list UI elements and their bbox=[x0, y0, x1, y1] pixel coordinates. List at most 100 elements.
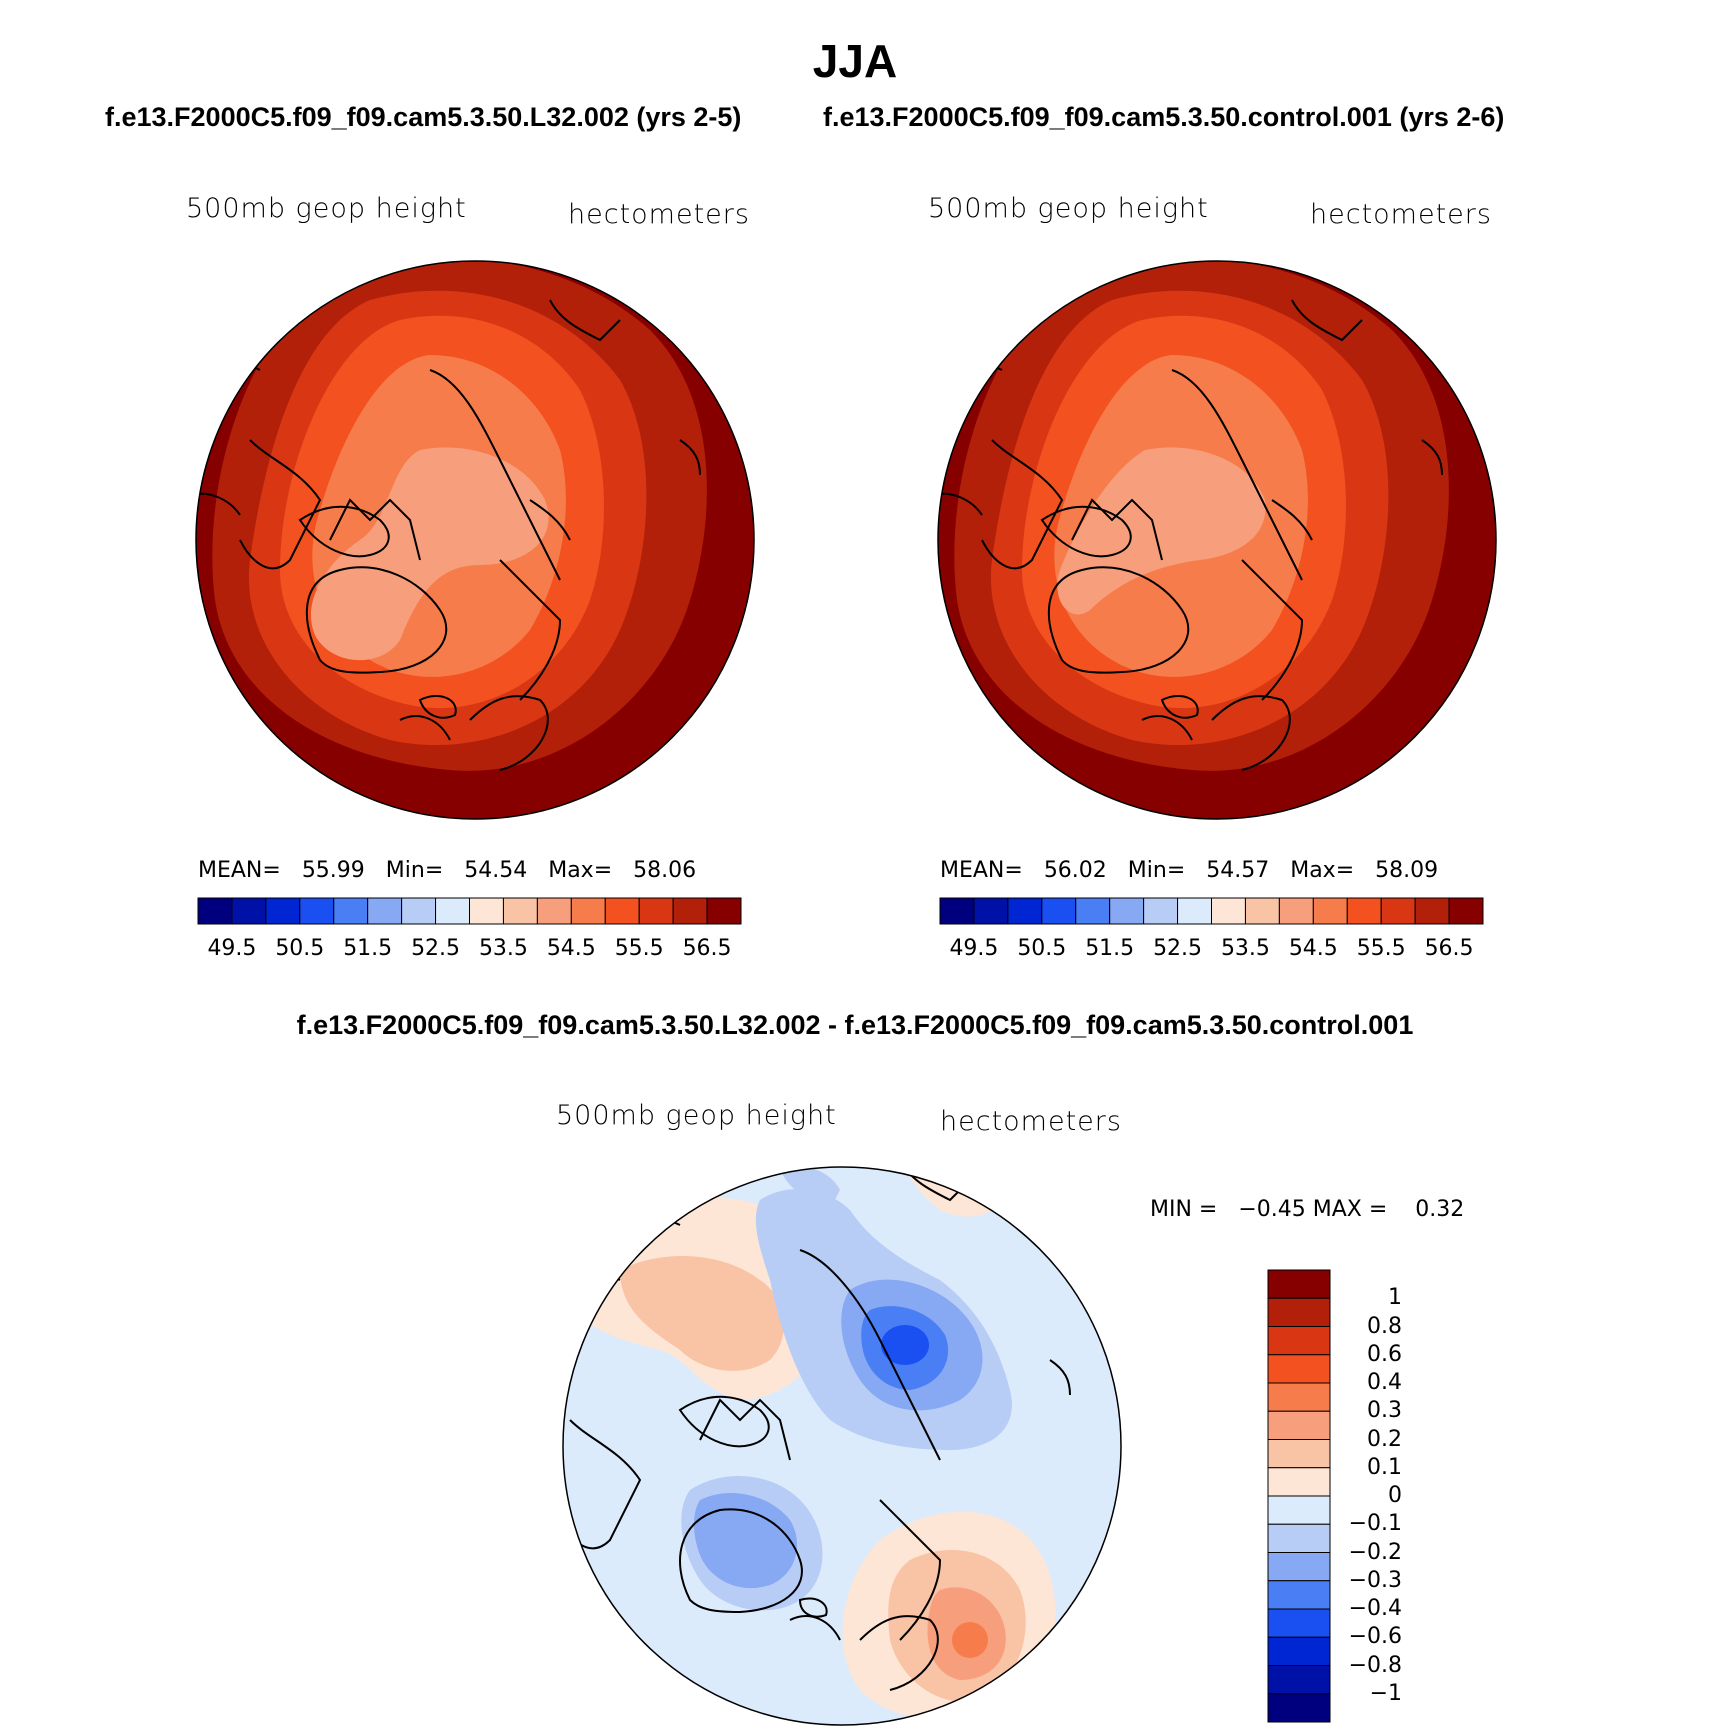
colorbar-box bbox=[1448, 897, 1484, 925]
colorbar-tick-label: 52.5 bbox=[411, 936, 461, 961]
contour-band-0.2-west bbox=[620, 1256, 784, 1371]
difference-variable-label: 500mb geop height bbox=[556, 1100, 837, 1131]
panel1-max-label: Max= bbox=[548, 858, 613, 883]
difference-max-label: MAX = bbox=[1312, 1197, 1388, 1222]
colorbar-box bbox=[299, 897, 335, 925]
colorbar-tick-label: 56.5 bbox=[682, 936, 732, 961]
panel1-map bbox=[196, 261, 754, 819]
difference-max-value: 0.32 bbox=[1415, 1197, 1465, 1222]
colorbar-box bbox=[536, 897, 572, 925]
panel1-map-border bbox=[195, 260, 755, 820]
panel2-stats: MEAN= 56.02 Min= 54.57 Max= 58.09 bbox=[940, 858, 1438, 883]
colorbar-box bbox=[1244, 897, 1280, 925]
colorbar-tick-label: −0.3 bbox=[1348, 1567, 1402, 1593]
colorbar-box bbox=[1312, 897, 1348, 925]
difference-colorbar bbox=[1267, 1269, 1331, 1723]
colorbar-tick-label: −0.8 bbox=[1348, 1652, 1402, 1678]
difference-units-label: hectometers bbox=[940, 1106, 1122, 1137]
colorbar-tick-label: 55.5 bbox=[1356, 936, 1406, 961]
colorbar-tick-label: −1 bbox=[1369, 1680, 1402, 1706]
colorbar-tick-label: 54.5 bbox=[1288, 936, 1338, 961]
colorbar-box bbox=[1267, 1608, 1331, 1638]
colorbar-box bbox=[1414, 897, 1450, 925]
colorbar-tick-label: 0.6 bbox=[1367, 1341, 1402, 1367]
colorbar-box bbox=[672, 897, 708, 925]
colorbar-box bbox=[1267, 1665, 1331, 1695]
colorbar-tick-label: −0.1 bbox=[1348, 1511, 1402, 1537]
contour-band-54.0 bbox=[1057, 447, 1266, 615]
panel1-colorbar bbox=[197, 897, 742, 925]
colorbar-box bbox=[1346, 897, 1382, 925]
colorbar-tick-label: 49.5 bbox=[207, 936, 257, 961]
difference-title: f.e13.F2000C5.f09_f09.cam5.3.50.L32.002 … bbox=[296, 1010, 1414, 1040]
contour-band-0.4-europe bbox=[952, 1622, 988, 1658]
panel2-map-border bbox=[937, 260, 1497, 820]
colorbar-box bbox=[1267, 1410, 1331, 1440]
colorbar-box bbox=[1267, 1326, 1331, 1356]
panel1-mean-label: MEAN= bbox=[198, 858, 281, 883]
colorbar-box bbox=[1267, 1439, 1331, 1469]
colorbar-box bbox=[1075, 897, 1111, 925]
colorbar-tick-label: 51.5 bbox=[1085, 936, 1135, 961]
colorbar-box bbox=[197, 897, 233, 925]
colorbar-tick-label: 54.5 bbox=[546, 936, 596, 961]
colorbar-tick-label: 0.1 bbox=[1367, 1454, 1402, 1480]
colorbar-box bbox=[570, 897, 606, 925]
colorbar-box bbox=[1109, 897, 1145, 925]
colorbar-box bbox=[939, 897, 975, 925]
figure-title: JJA bbox=[812, 35, 898, 87]
difference-min-value: −0.45 bbox=[1238, 1197, 1306, 1222]
panel2-run-title: f.e13.F2000C5.f09_f09.cam5.3.50.control.… bbox=[823, 102, 1505, 132]
panel2-mean-label: MEAN= bbox=[940, 858, 1023, 883]
colorbar-box bbox=[604, 897, 640, 925]
colorbar-box bbox=[1267, 1354, 1331, 1384]
contour-band-54.0 bbox=[311, 447, 549, 661]
panel2-min-label: Min= bbox=[1127, 858, 1186, 883]
panel1-run-title: f.e13.F2000C5.f09_f09.cam5.3.50.L32.002 … bbox=[105, 102, 742, 132]
colorbar-box bbox=[1267, 1467, 1331, 1497]
contour-band--0.1-north bbox=[780, 1167, 840, 1210]
colorbar-tick-label: 52.5 bbox=[1153, 936, 1203, 961]
panel1-variable-label: 500mb geop height bbox=[186, 193, 467, 224]
colorbar-box bbox=[1007, 897, 1043, 925]
colorbar-box bbox=[1267, 1552, 1331, 1582]
colorbar-box bbox=[1267, 1382, 1331, 1412]
panel1-max-value: 58.06 bbox=[633, 858, 697, 883]
colorbar-tick-label: 53.5 bbox=[478, 936, 528, 961]
colorbar-box bbox=[706, 897, 742, 925]
colorbar-box bbox=[265, 897, 301, 925]
colorbar-tick-label: 55.5 bbox=[614, 936, 664, 961]
panel1-mean-value: 55.99 bbox=[301, 858, 365, 883]
colorbar-box bbox=[638, 897, 674, 925]
colorbar-box bbox=[401, 897, 437, 925]
colorbar-tick-label: 0.4 bbox=[1367, 1370, 1402, 1395]
colorbar-tick-label: 0.2 bbox=[1367, 1426, 1402, 1452]
panel2-coastlines bbox=[938, 299, 1443, 771]
panel1-min-value: 54.54 bbox=[464, 858, 528, 883]
difference-map bbox=[563, 1167, 1121, 1725]
colorbar-tick-label: 0.8 bbox=[1367, 1313, 1402, 1339]
panel2-min-value: 54.57 bbox=[1206, 858, 1270, 883]
colorbar-tick-label: 0 bbox=[1388, 1483, 1402, 1508]
colorbar-box bbox=[973, 897, 1009, 925]
colorbar-box bbox=[1267, 1636, 1331, 1666]
colorbar-box bbox=[333, 897, 369, 925]
colorbar-tick-label: −0.6 bbox=[1348, 1624, 1402, 1650]
colorbar-box bbox=[1267, 1523, 1331, 1553]
colorbar-box bbox=[1380, 897, 1416, 925]
panel2-map bbox=[938, 261, 1496, 819]
colorbar-box bbox=[1267, 1495, 1331, 1525]
colorbar-box bbox=[1267, 1580, 1331, 1610]
colorbar-tick-label: 53.5 bbox=[1220, 936, 1270, 961]
panel2-mean-value: 56.02 bbox=[1043, 858, 1107, 883]
panel2-units-label: hectometers bbox=[1310, 199, 1492, 230]
panel2-variable-label: 500mb geop height bbox=[928, 193, 1209, 224]
colorbar-tick-label: −0.4 bbox=[1348, 1596, 1402, 1621]
difference-stats: MIN = −0.45 MAX = 0.32 bbox=[1150, 1197, 1464, 1222]
difference-min-label: MIN = bbox=[1150, 1197, 1218, 1222]
colorbar-box bbox=[1177, 897, 1212, 925]
colorbar-box bbox=[1267, 1269, 1331, 1299]
colorbar-box bbox=[1267, 1693, 1331, 1723]
colorbar-tick-label: 1 bbox=[1388, 1285, 1402, 1311]
